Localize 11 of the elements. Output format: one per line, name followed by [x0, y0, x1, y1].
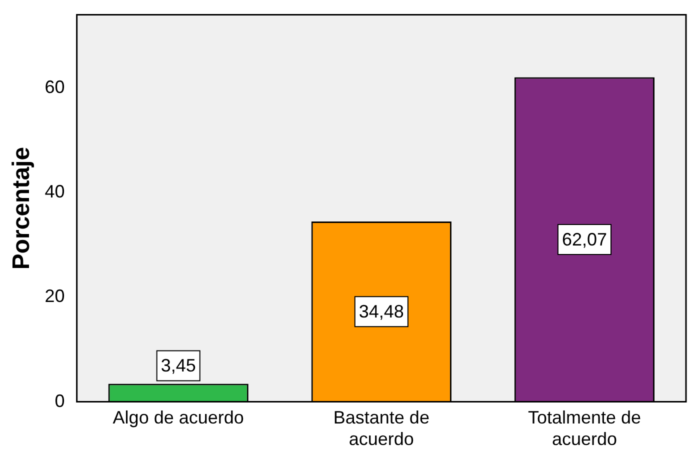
- x-tick-label: Algo de acuerdo: [112, 408, 244, 428]
- x-tick-label: Bastante de acuerdo: [333, 408, 430, 450]
- data-label: 62,07: [562, 229, 607, 250]
- y-tick-label: 0: [54, 390, 65, 411]
- y-tick-label: 40: [44, 182, 65, 202]
- data-label: 34,48: [358, 302, 404, 322]
- y-tick-label: 60: [44, 76, 65, 97]
- y-tick-label: 20: [44, 286, 65, 306]
- data-label: 3,45: [160, 356, 196, 376]
- y-axis-title: Porcentaje: [8, 146, 36, 270]
- x-tick-label: Totalmente de acuerdo: [528, 408, 642, 450]
